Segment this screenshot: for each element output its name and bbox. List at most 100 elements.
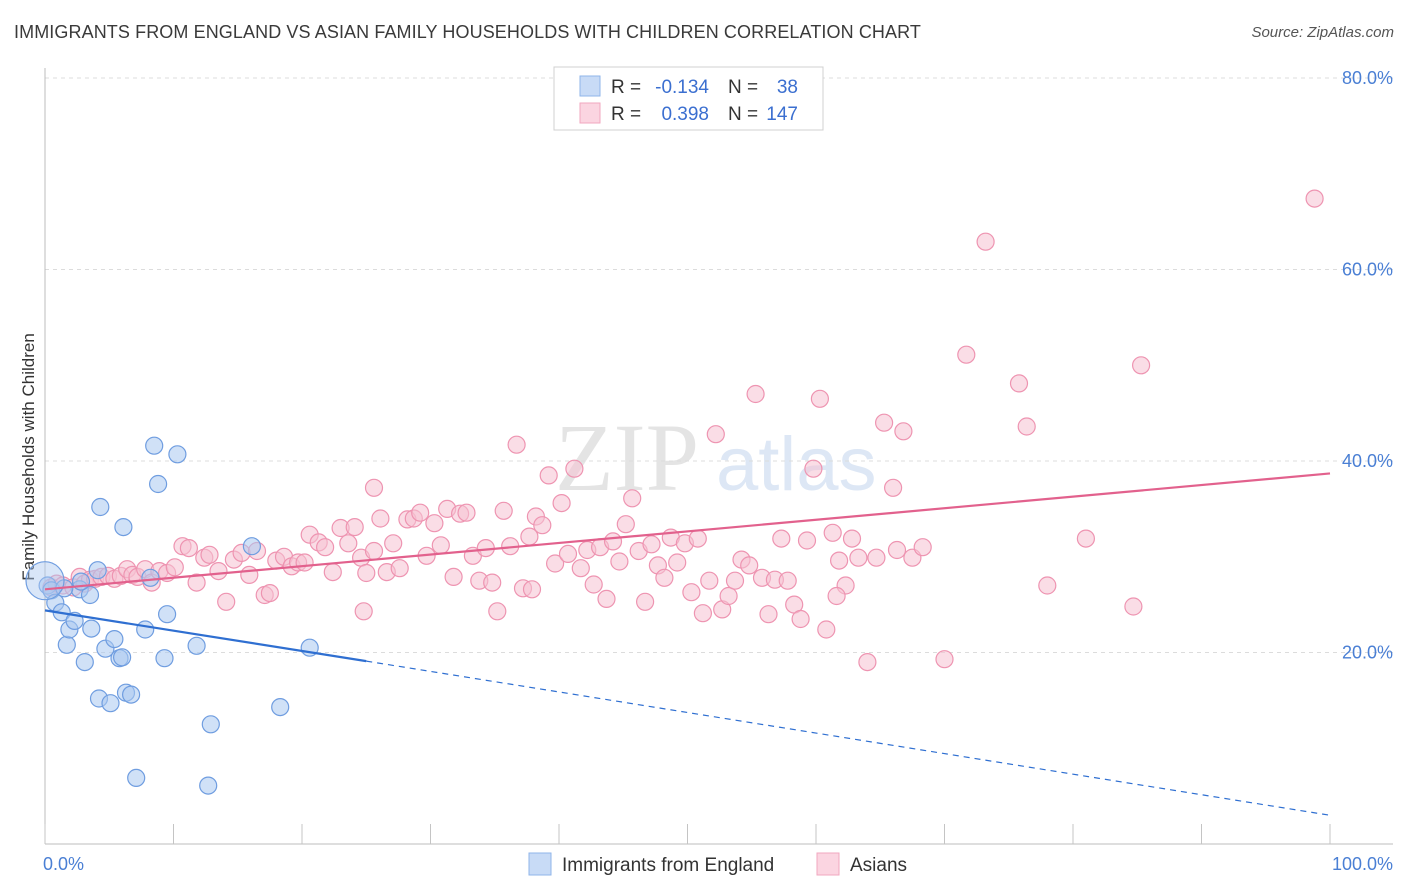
asians-point	[522, 580, 542, 599]
england-point	[201, 715, 220, 734]
legend-swatch-england	[579, 75, 601, 97]
england-point	[82, 619, 101, 638]
asians-point	[209, 561, 228, 581]
england-point	[187, 636, 206, 655]
asians-point	[339, 534, 358, 553]
asians-point	[874, 413, 894, 432]
asians-point	[558, 544, 578, 564]
y-tick-label: 60.0%	[1342, 260, 1393, 280]
england-points	[25, 436, 319, 795]
england-point	[88, 561, 107, 580]
legend-n-value-asians: 147	[766, 104, 798, 125]
chart-title: IMMIGRANTS FROM ENGLAND VS ASIAN FAMILY …	[14, 22, 921, 42]
asians-point	[1017, 417, 1036, 436]
asians-points	[42, 189, 1324, 672]
asians-point	[323, 562, 342, 582]
asians-point	[552, 494, 571, 513]
asians-point	[894, 422, 913, 441]
y-tick-labels: 20.0% 40.0% 60.0% 80.0%	[1342, 68, 1393, 663]
asians-point	[295, 553, 314, 572]
england-point	[127, 768, 146, 788]
asians-point	[507, 435, 526, 454]
asians-point	[688, 529, 707, 548]
england-point	[155, 649, 174, 668]
england-point	[105, 629, 124, 649]
asians-point	[371, 509, 390, 528]
asians-point	[610, 552, 629, 571]
legend-n-value-england: 38	[777, 77, 798, 98]
asians-point	[759, 605, 778, 624]
asians-point	[772, 529, 791, 548]
asians-point	[693, 604, 713, 623]
asians-point	[1009, 374, 1029, 393]
legend-r-value-england: -0.134	[655, 77, 709, 98]
asians-point	[539, 466, 558, 485]
asians-point	[976, 232, 995, 251]
asians-point	[603, 532, 623, 551]
trend-lines	[44, 472, 1331, 816]
asians-point	[240, 565, 259, 585]
asians-point	[179, 538, 198, 558]
asians-point	[597, 589, 616, 609]
asians-point	[700, 571, 719, 590]
asians-point	[354, 602, 373, 621]
asians-point	[165, 558, 184, 577]
england-point	[271, 697, 290, 717]
asians-point	[187, 573, 206, 592]
y-tick-label: 80.0%	[1342, 68, 1393, 88]
axes	[44, 68, 1393, 845]
series-legend: Immigrants from England Asians	[528, 852, 907, 876]
england-point	[168, 445, 187, 464]
asians-point	[849, 548, 868, 567]
england-point	[80, 585, 100, 605]
asians-point	[887, 540, 907, 560]
asians-point	[1305, 189, 1324, 208]
england-point	[91, 497, 110, 517]
england-point	[114, 517, 133, 537]
england-point	[75, 652, 94, 672]
asians-point	[791, 609, 810, 629]
asians-point	[444, 567, 463, 587]
asians-point	[571, 559, 590, 578]
asians-point	[357, 563, 376, 583]
asians-point	[1131, 356, 1151, 375]
asians-point	[494, 501, 513, 520]
asians-point	[719, 586, 738, 606]
england-point	[122, 685, 141, 704]
england-point-large	[25, 561, 65, 601]
england-point	[57, 635, 76, 654]
bottom-legend-swatch-england	[528, 852, 552, 876]
watermark-atlas: atlas	[716, 422, 877, 507]
bottom-legend-label-england: Immigrants from England	[562, 855, 774, 876]
england-point	[149, 474, 168, 494]
legend-swatch-asians	[579, 102, 601, 124]
england-point	[101, 694, 120, 713]
asians-point	[778, 571, 797, 590]
asians-point	[584, 575, 603, 594]
england-point	[141, 568, 160, 587]
asians-point	[565, 459, 584, 478]
england-point	[112, 648, 132, 667]
asians-point	[642, 535, 661, 554]
asians-point	[725, 571, 745, 590]
asians-point	[260, 583, 279, 603]
asians-point	[200, 545, 219, 564]
y-tick-label: 20.0%	[1342, 643, 1393, 663]
asians-point	[384, 534, 403, 553]
asians-point	[316, 538, 335, 557]
asians-point	[616, 515, 635, 534]
asians-point	[827, 586, 846, 606]
asians-point	[858, 652, 877, 672]
legend-r-label-england: R =	[611, 77, 641, 98]
x-ticks	[44, 824, 1331, 844]
asians-point	[635, 592, 655, 611]
asians-point	[804, 459, 823, 478]
asians-point	[740, 556, 759, 575]
england-point	[136, 620, 155, 639]
asians-point	[810, 389, 830, 408]
asians-point	[1038, 576, 1057, 595]
legend-n-label-england: N =	[728, 77, 758, 98]
asians-point	[364, 541, 384, 561]
asians-point	[682, 583, 701, 602]
asians-point	[706, 425, 725, 444]
